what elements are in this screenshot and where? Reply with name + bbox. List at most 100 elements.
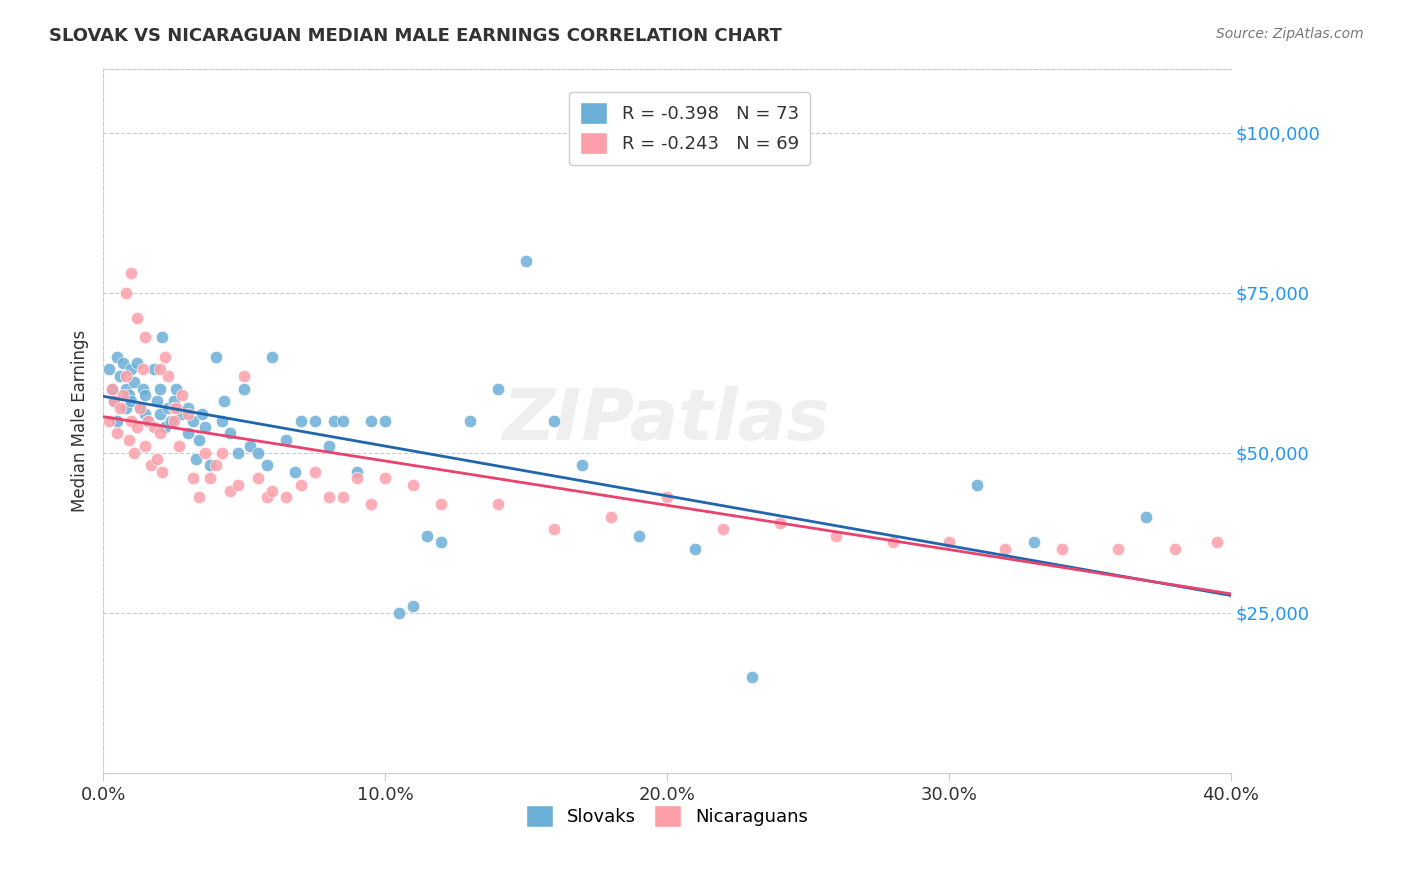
Point xyxy=(741,670,763,684)
Point xyxy=(825,529,848,543)
Point xyxy=(205,458,228,473)
Point xyxy=(194,445,217,459)
Point xyxy=(150,465,173,479)
Point xyxy=(713,523,735,537)
Point xyxy=(172,388,194,402)
Point xyxy=(145,394,167,409)
Point xyxy=(194,420,217,434)
Point xyxy=(402,599,425,614)
Point xyxy=(1135,509,1157,524)
Point xyxy=(114,368,136,383)
Point xyxy=(374,471,396,485)
Point xyxy=(205,350,228,364)
Point xyxy=(262,484,284,499)
Point xyxy=(211,414,233,428)
Point xyxy=(239,439,262,453)
Point xyxy=(458,414,481,428)
Point xyxy=(304,414,326,428)
Point xyxy=(290,477,312,491)
Point xyxy=(318,491,340,505)
Point xyxy=(122,375,145,389)
Point xyxy=(122,445,145,459)
Point xyxy=(276,491,298,505)
Point xyxy=(284,465,307,479)
Point xyxy=(105,426,128,441)
Point xyxy=(1050,541,1073,556)
Point xyxy=(188,433,211,447)
Point xyxy=(183,414,205,428)
Point xyxy=(148,407,170,421)
Point xyxy=(1022,535,1045,549)
Point xyxy=(156,368,179,383)
Point xyxy=(233,382,256,396)
Point xyxy=(128,401,150,415)
Point xyxy=(515,253,537,268)
Point xyxy=(148,382,170,396)
Point xyxy=(108,368,131,383)
Point xyxy=(136,414,159,428)
Point xyxy=(200,458,222,473)
Point xyxy=(117,388,139,402)
Point xyxy=(148,426,170,441)
Point xyxy=(191,407,214,421)
Text: Source: ZipAtlas.com: Source: ZipAtlas.com xyxy=(1216,27,1364,41)
Point xyxy=(346,471,368,485)
Point xyxy=(100,382,122,396)
Point xyxy=(374,414,396,428)
Point xyxy=(131,362,153,376)
Point xyxy=(938,535,960,549)
Point xyxy=(162,414,184,428)
Point xyxy=(114,401,136,415)
Point xyxy=(120,414,142,428)
Point xyxy=(162,394,184,409)
Point xyxy=(966,477,988,491)
Point xyxy=(219,484,242,499)
Y-axis label: Median Male Earnings: Median Male Earnings xyxy=(72,329,89,512)
Point xyxy=(304,465,326,479)
Point xyxy=(543,414,565,428)
Point xyxy=(486,382,509,396)
Point xyxy=(346,465,368,479)
Point xyxy=(200,471,222,485)
Point xyxy=(360,497,382,511)
Point xyxy=(186,452,208,467)
Point xyxy=(882,535,904,549)
Point xyxy=(430,535,453,549)
Point xyxy=(360,414,382,428)
Point xyxy=(177,426,200,441)
Point xyxy=(1163,541,1185,556)
Point xyxy=(153,350,176,364)
Point xyxy=(994,541,1017,556)
Point xyxy=(142,420,165,434)
Point xyxy=(769,516,792,530)
Point xyxy=(134,439,156,453)
Point xyxy=(430,497,453,511)
Point xyxy=(114,285,136,300)
Point xyxy=(228,477,250,491)
Text: ZIPatlas: ZIPatlas xyxy=(503,386,831,455)
Point xyxy=(131,382,153,396)
Point xyxy=(247,445,270,459)
Point xyxy=(120,362,142,376)
Point xyxy=(262,350,284,364)
Point xyxy=(139,458,162,473)
Point xyxy=(105,414,128,428)
Point xyxy=(416,529,439,543)
Point xyxy=(145,452,167,467)
Point xyxy=(177,407,200,421)
Point xyxy=(233,368,256,383)
Point xyxy=(108,401,131,415)
Point xyxy=(114,382,136,396)
Point xyxy=(1205,535,1227,549)
Point xyxy=(125,311,148,326)
Point xyxy=(172,407,194,421)
Point xyxy=(318,439,340,453)
Point xyxy=(256,458,278,473)
Point xyxy=(323,414,346,428)
Point xyxy=(150,330,173,344)
Point xyxy=(486,497,509,511)
Point xyxy=(388,606,411,620)
Point xyxy=(103,394,125,409)
Point xyxy=(165,401,187,415)
Point xyxy=(111,388,134,402)
